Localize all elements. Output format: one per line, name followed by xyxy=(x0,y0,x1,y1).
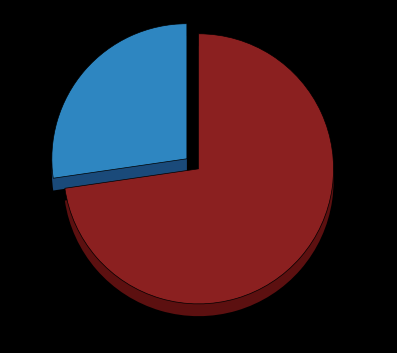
Wedge shape xyxy=(65,34,333,304)
Wedge shape xyxy=(52,24,187,178)
Wedge shape xyxy=(52,36,187,191)
Wedge shape xyxy=(65,46,333,316)
